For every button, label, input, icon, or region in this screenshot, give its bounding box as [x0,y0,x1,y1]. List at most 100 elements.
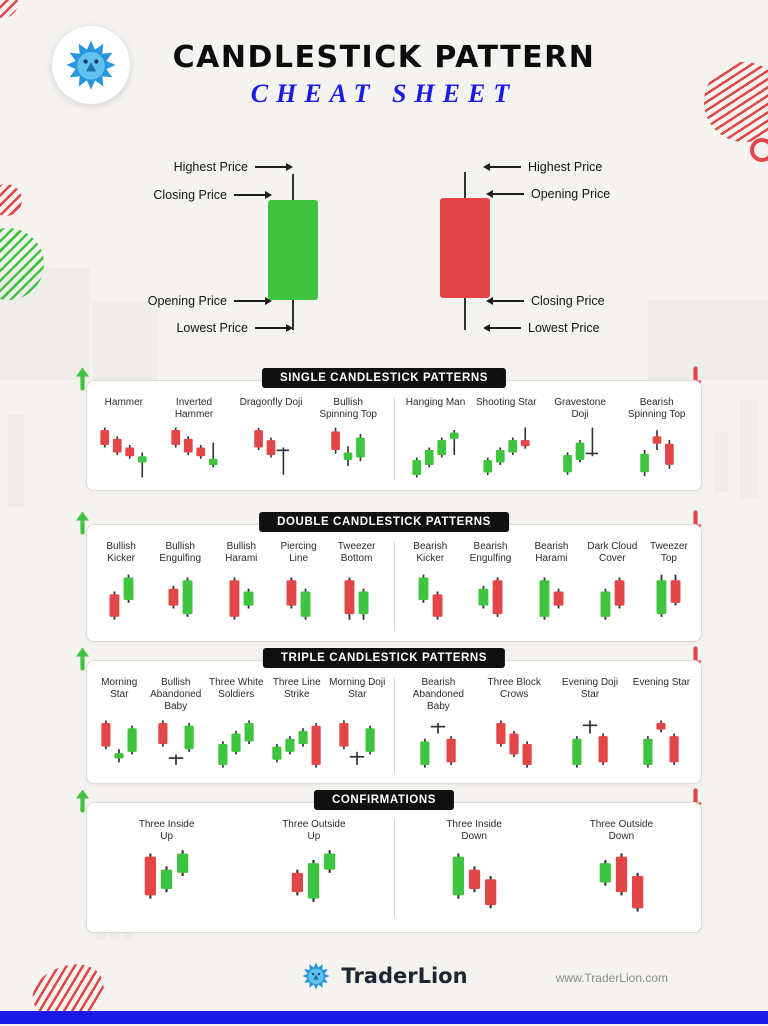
pattern-name: Evening Star [632,677,691,688]
pattern-name: Hammer [104,397,143,408]
anatomy-label: Opening Price [147,294,272,308]
arrow-left-icon [486,297,524,305]
pattern-chart [600,577,625,620]
pattern-name: Bullish Engulfing [159,541,202,564]
candle-watermark [740,400,758,498]
traderlion-logo [52,26,130,104]
page-title: CANDLESTICK PATTERN [172,40,596,75]
pattern-name: Three Line Strike [272,677,321,700]
pattern-name: Three Outside Down [589,819,654,842]
bearish-half: Hanging Man Shooting Star Gravestone Doj… [395,397,702,480]
pattern: Three Block Crows [481,677,547,773]
section-header: CONFIRMATIONS [313,790,455,810]
anatomy-label: Closing Price [153,188,272,202]
pattern: Bearish Harami [521,541,582,631]
section-header-row: CONFIRMATIONS [0,788,768,813]
pattern-name: Piercing Line [280,541,317,564]
pattern: Bullish Spinning Top [315,397,381,480]
pattern-name: Gravestone Doji [554,397,606,420]
pattern-name: Dark Cloud Cover [587,541,638,564]
anatomy-label-text: Opening Price [147,294,227,308]
pattern: Three White Soldiers [206,677,267,773]
pattern-name: Tweezer Bottom [337,541,376,564]
pattern-name: Three Inside Up [138,819,195,842]
pattern-name: Morning Star [101,677,138,700]
section-box: Three Inside Up Three Outside Up Three I… [86,802,702,933]
pattern-chart [496,720,532,768]
pattern-chart [599,853,644,912]
pattern-name: Morning Doji Star [329,677,386,700]
bullish-candle-body [268,200,318,300]
pattern-section: CONFIRMATIONS Three Inside Up Three Outs… [0,788,768,933]
pattern: Dark Cloud Cover [582,541,643,631]
pattern: Bullish Kicker [93,541,149,631]
anatomy-label: Highest Price [483,160,603,174]
anatomy-label: Highest Price [173,160,293,174]
skyline-watermark [92,302,158,380]
pattern-name: Shooting Star [475,397,537,408]
pattern-chart [412,430,459,478]
pattern-name: Hanging Man [405,397,466,408]
pattern-name: Bullish Spinning Top [319,397,377,420]
pattern-name: Three Block Crows [487,677,541,700]
arrow-right-icon [255,324,293,332]
pattern-chart [452,853,496,909]
arrow-right-icon [234,297,272,305]
pattern-chart [639,430,674,477]
section-box: Morning Star Bullish Abandoned Baby Thre… [86,660,702,784]
section-header: TRIPLE CANDLESTICK PATTERNS [262,648,506,668]
pattern: Evening Star [633,677,690,773]
candle-watermark [8,415,24,507]
anatomy-label-text: Lowest Price [528,321,600,335]
pattern-chart [229,577,254,620]
decorative-hatch-blob-left [0,184,22,216]
arrow-right-icon [234,191,272,199]
lion-icon [302,962,331,990]
pattern: Bullish Abandoned Baby [145,677,206,773]
section-header: DOUBLE CANDLESTICK PATTERNS [259,512,509,532]
pattern-name: Three Inside Down [446,819,502,842]
bullish-up-arrow-icon [76,511,89,535]
decorative-hatch-corner [0,0,18,18]
pattern-chart [168,577,193,617]
anatomy-label: Lowest Price [483,321,600,335]
pattern-chart [339,720,375,765]
pattern-chart [170,427,218,468]
pattern: Bearish Kicker [401,541,461,631]
pattern-chart [643,720,680,768]
pattern-name: Inverted Hammer [174,397,214,420]
bullish-half: Three Inside Up Three Outside Up [87,819,395,918]
bottom-accent-bar [0,1011,768,1024]
pattern: Gravestone Doji [547,397,613,480]
pattern-chart [478,577,503,617]
skyline-watermark [648,300,768,380]
pattern-chart [272,723,321,768]
pattern: Shooting Star [475,397,537,480]
pattern: Three Inside Up [134,819,200,918]
anatomy-label-text: Closing Price [153,188,227,202]
pattern-chart [109,574,134,620]
section-header: SINGLE CANDLESTICK PATTERNS [261,368,507,388]
anatomy-label-text: Highest Price [173,160,248,174]
bullish-up-arrow-icon [76,647,89,671]
decorative-ring [750,138,768,162]
arrow-left-icon [483,163,521,171]
pattern: Bearish Spinning Top [624,397,690,480]
pattern-name: Bearish Spinning Top [627,397,686,420]
arrow-right-icon [255,163,293,171]
bearish-half: Three Inside Down Three Outside Down [395,819,702,918]
pattern-chart [344,577,369,620]
footer: TraderLion www.TraderLion.com [0,956,768,1008]
skyline-watermark [0,268,90,380]
anatomy-label-text: Lowest Price [176,321,248,335]
footer-brand: TraderLion [0,960,768,992]
anatomy-label: Lowest Price [176,321,293,335]
anatomy-label-text: Highest Price [528,160,603,174]
pattern: Three Outside Up [281,819,347,918]
bearish-half: Bearish Kicker Bearish Engulfing Bearish… [395,541,702,631]
pattern: Piercing Line [272,541,326,631]
bullish-half: Hammer Inverted Hammer Dragonfly Doji Bu… [87,397,395,480]
anatomy-label-text: Closing Price [531,294,605,308]
pattern: Morning Star [93,677,145,773]
pattern-chart [100,427,147,478]
